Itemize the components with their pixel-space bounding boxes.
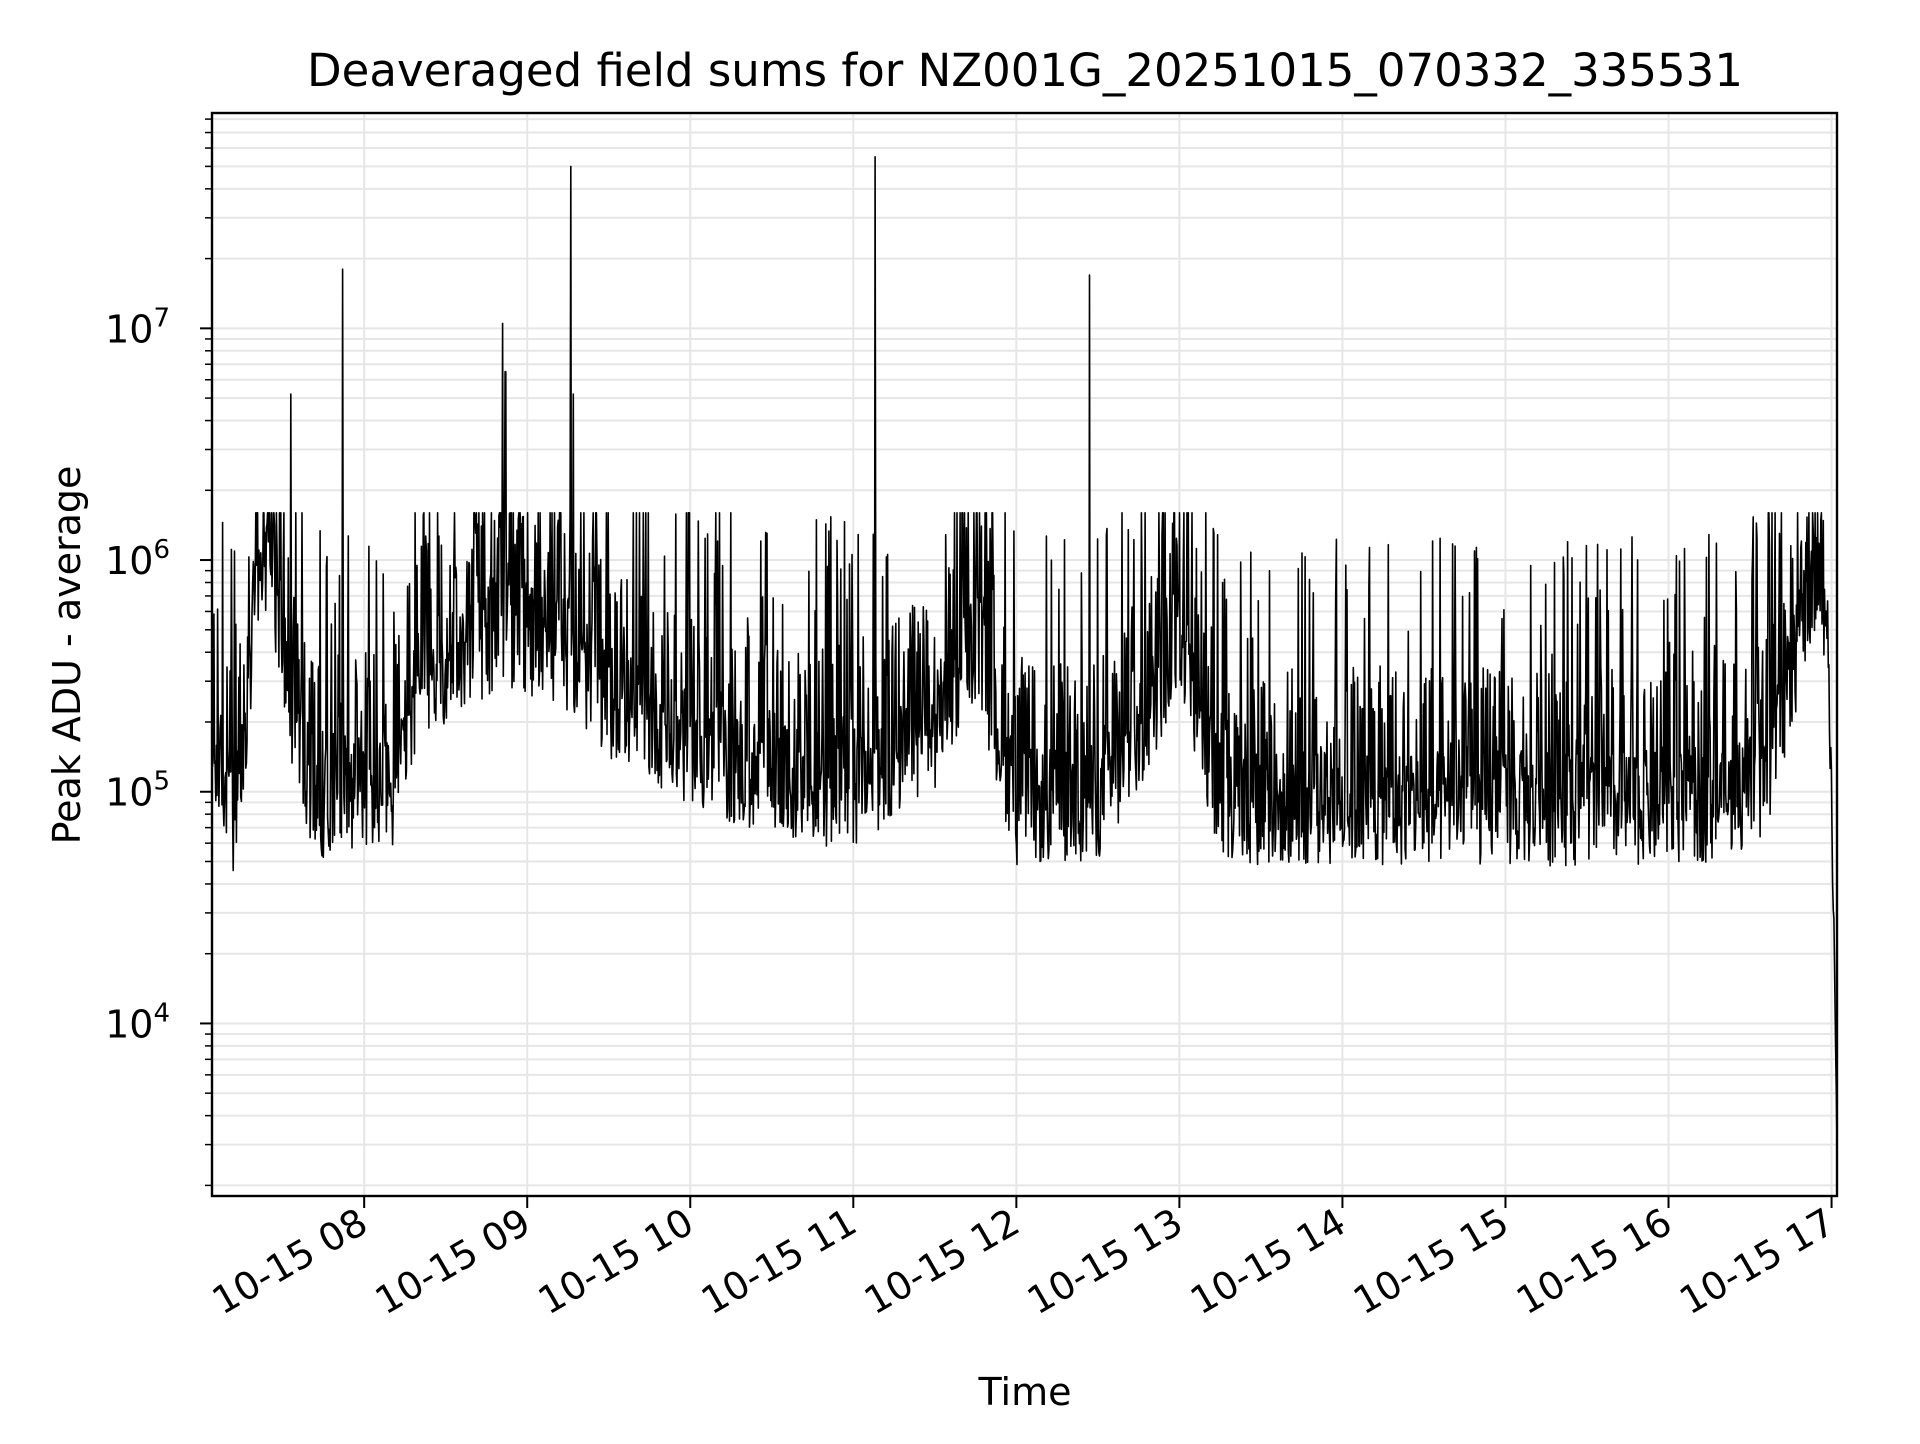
plot-frame xyxy=(210,111,1839,1198)
x-tick-label: 10-15 10 xyxy=(531,1200,701,1324)
y-tick-base: 10 xyxy=(105,1002,153,1046)
grid-lines xyxy=(212,113,1837,1196)
y-axis-label: Peak ADU - average xyxy=(45,466,89,845)
series-line xyxy=(211,156,1838,1145)
x-tick-label: 10-15 14 xyxy=(1183,1200,1353,1324)
chart-title: Deaveraged field sums for NZ001G_2025101… xyxy=(307,44,1743,97)
x-axis-label: Time xyxy=(978,1370,1072,1414)
x-tick-label: 10-15 12 xyxy=(857,1200,1027,1324)
x-tick-label: 10-15 08 xyxy=(205,1200,375,1324)
x-tick-label: 10-15 13 xyxy=(1020,1200,1190,1324)
y-tick-base: 10 xyxy=(105,307,153,351)
x-tick-label: 10-15 16 xyxy=(1509,1200,1679,1324)
x-tick-label: 10-15 11 xyxy=(694,1200,864,1324)
y-tick-label: 105 xyxy=(105,767,170,815)
y-tick-base: 10 xyxy=(105,771,153,815)
y-tick-exponent: 4 xyxy=(153,998,170,1028)
y-tick-exponent: 5 xyxy=(153,767,170,797)
x-tick-label: 10-15 09 xyxy=(368,1200,538,1324)
y-tick-exponent: 7 xyxy=(153,303,170,333)
y-tick-exponent: 6 xyxy=(153,535,170,565)
series-layer xyxy=(211,156,1838,1145)
y-tick-label: 106 xyxy=(105,535,170,583)
x-tick-label: 10-15 17 xyxy=(1672,1200,1842,1324)
x-tick-label: 10-15 15 xyxy=(1346,1200,1516,1324)
y-tick-base: 10 xyxy=(105,539,153,583)
y-tick-label: 107 xyxy=(105,303,170,351)
y-tick-label: 104 xyxy=(105,998,170,1046)
